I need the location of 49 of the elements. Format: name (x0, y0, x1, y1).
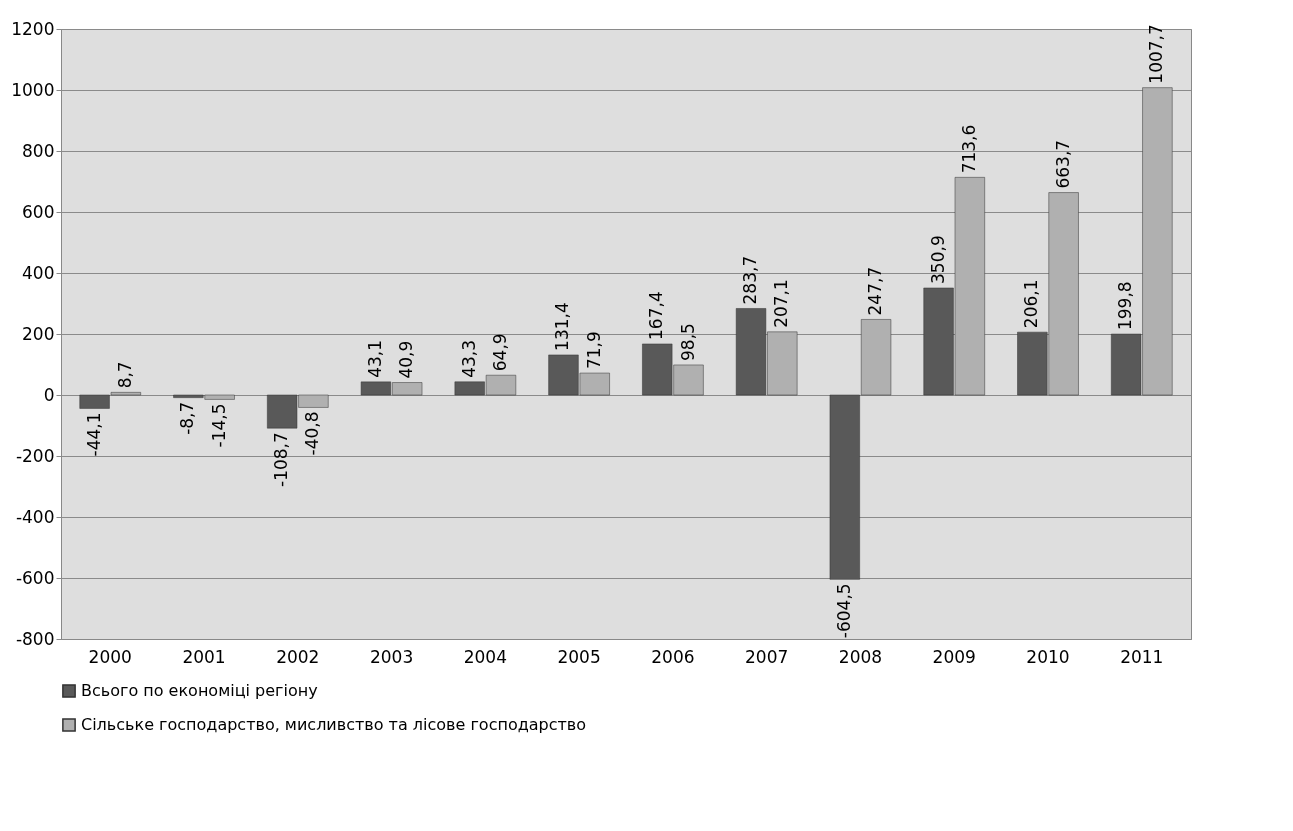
y-tick-label: 200 (22, 323, 55, 344)
data-label: 43,1 (364, 340, 385, 378)
data-label: 8,7 (114, 361, 135, 389)
x-tick-label: 2011 (1120, 646, 1164, 667)
data-label: 207,1 (771, 279, 792, 328)
x-tick-label: 2000 (88, 646, 132, 667)
data-label: 247,7 (865, 266, 886, 316)
y-tick-label: 400 (22, 262, 55, 283)
y-tick-label: 1200 (11, 18, 55, 39)
data-label: 131,4 (552, 302, 573, 351)
data-label: 206,1 (1021, 279, 1042, 329)
data-label: -44,1 (83, 412, 104, 457)
x-tick-label: 2006 (651, 646, 695, 667)
data-label: -108,7 (271, 432, 292, 487)
data-label: 40,9 (396, 340, 417, 379)
x-tick-label: 2003 (369, 646, 414, 667)
y-tick-label: -800 (15, 628, 55, 649)
data-label: -14,5 (208, 403, 229, 448)
x-tick-label: 2001 (182, 646, 226, 667)
data-label: -40,8 (302, 411, 323, 456)
y-tick-label: 600 (22, 201, 55, 222)
x-tick-label: 2005 (557, 646, 601, 667)
x-tick-label: 2004 (463, 646, 507, 667)
y-tick-label: -600 (15, 567, 55, 588)
y-tick-label: 1000 (11, 79, 55, 100)
legend-label: Всього по економіці регіону (81, 681, 318, 700)
x-tick-label: 2010 (1026, 646, 1070, 667)
data-label: 1007,7 (1146, 24, 1167, 84)
y-tick-label: -400 (15, 506, 55, 527)
x-tick-label: 2008 (838, 646, 883, 667)
data-label: 713,6 (958, 124, 979, 174)
x-tick-label: 2007 (745, 646, 789, 667)
data-label: 167,4 (646, 291, 667, 340)
x-tick-label: 2002 (276, 646, 320, 667)
y-tick-label: 0 (43, 384, 55, 405)
data-label: 43,3 (458, 339, 479, 378)
data-label: 283,7 (740, 255, 761, 305)
data-label: -8,7 (177, 401, 198, 435)
data-label: 663,7 (1052, 139, 1073, 189)
legend-label: Сільське господарство, мисливство та лісове господарство (81, 715, 587, 734)
data-label: 71,9 (583, 331, 604, 370)
data-label: -604,5 (833, 583, 854, 639)
y-tick-label: 800 (22, 140, 55, 161)
data-label: 350,9 (927, 235, 948, 284)
y-tick-label: -200 (15, 445, 55, 466)
data-label: 98,5 (677, 323, 698, 361)
data-label: 64,9 (489, 333, 510, 372)
x-tick-label: 2009 (932, 646, 976, 667)
data-label: 199,8 (1115, 281, 1136, 331)
